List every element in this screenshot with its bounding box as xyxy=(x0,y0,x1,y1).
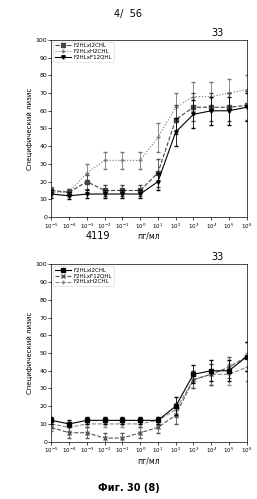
Y-axis label: Специфический лизис: Специфический лизис xyxy=(26,87,33,170)
Text: Фиг. 30 (8): Фиг. 30 (8) xyxy=(98,483,159,493)
Text: 33: 33 xyxy=(211,252,223,262)
X-axis label: пг/мл: пг/мл xyxy=(138,232,160,241)
Text: 4/  56: 4/ 56 xyxy=(115,9,142,19)
Legend: F2HLxI2CHL, F2HLxF12QHL, F2HLxH2CHL: F2HLxI2CHL, F2HLxF12QHL, F2HLxH2CHL xyxy=(53,266,114,286)
Y-axis label: Специфический лизис: Специфический лизис xyxy=(26,312,33,394)
X-axis label: пг/мл: пг/мл xyxy=(138,457,160,466)
Text: 4119: 4119 xyxy=(85,231,110,241)
Legend: F2HLxI2CHL, F2HLxH2CHL, F2HLxF12QHL: F2HLxI2CHL, F2HLxH2CHL, F2HLxF12QHL xyxy=(53,41,114,61)
Text: 33: 33 xyxy=(211,28,223,38)
